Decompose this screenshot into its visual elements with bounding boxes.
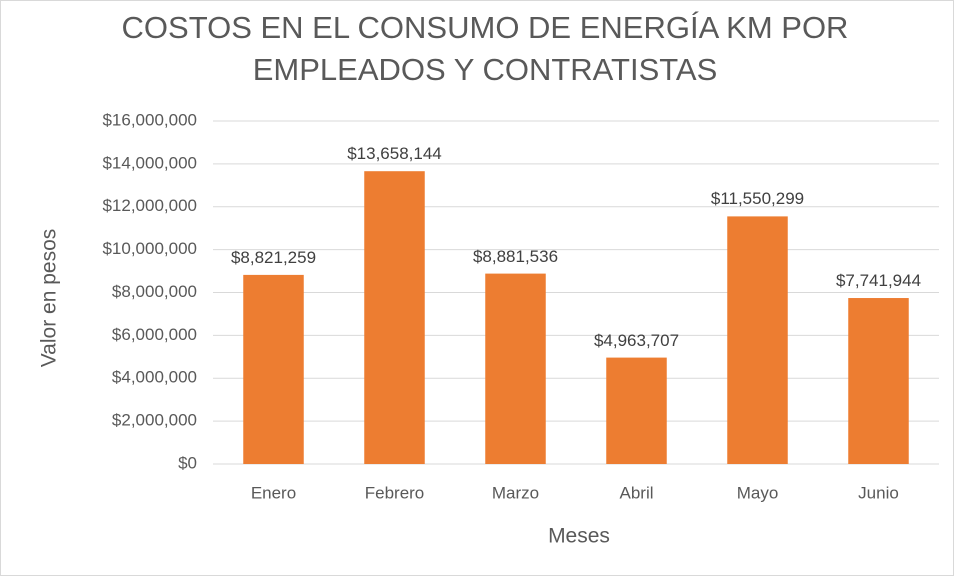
x-tick-label: Marzo bbox=[492, 483, 539, 502]
bar bbox=[848, 298, 909, 464]
y-tick-label: $14,000,000 bbox=[102, 153, 197, 172]
bar bbox=[727, 216, 788, 464]
y-tick-label: $6,000,000 bbox=[112, 325, 197, 344]
x-tick-label: Enero bbox=[251, 483, 296, 502]
data-label: $4,963,707 bbox=[593, 330, 680, 350]
y-tick-label: $2,000,000 bbox=[112, 411, 197, 430]
bar bbox=[243, 274, 304, 464]
x-tick-label: Junio bbox=[858, 483, 899, 502]
chart-title: EMPLEADOS Y CONTRATISTAS bbox=[253, 52, 718, 87]
data-label: $8,821,259 bbox=[230, 247, 317, 267]
y-tick-label: $4,000,000 bbox=[112, 368, 197, 387]
bar bbox=[606, 357, 667, 464]
data-label: $7,741,944 bbox=[835, 271, 922, 291]
y-tick-label: $16,000,000 bbox=[102, 110, 197, 129]
data-label: $8,881,536 bbox=[472, 246, 559, 266]
data-label: $11,550,299 bbox=[710, 189, 805, 209]
y-tick-label: $10,000,000 bbox=[102, 239, 197, 258]
x-tick-label: Abril bbox=[619, 483, 653, 502]
chart-title: COSTOS EN EL CONSUMO DE ENERGÍA KM POR bbox=[122, 10, 849, 45]
data-label: $13,658,144 bbox=[347, 144, 442, 164]
x-axis-title: Meses bbox=[548, 525, 610, 548]
x-tick-label: Mayo bbox=[737, 483, 779, 502]
y-tick-label: $12,000,000 bbox=[102, 196, 197, 215]
y-tick-label: $0 bbox=[178, 453, 197, 472]
x-tick-label: Febrero bbox=[365, 483, 425, 502]
bar bbox=[485, 273, 546, 464]
y-axis-title: Valor en pesos bbox=[38, 229, 61, 368]
bar bbox=[364, 171, 425, 464]
y-tick-label: $8,000,000 bbox=[112, 282, 197, 301]
